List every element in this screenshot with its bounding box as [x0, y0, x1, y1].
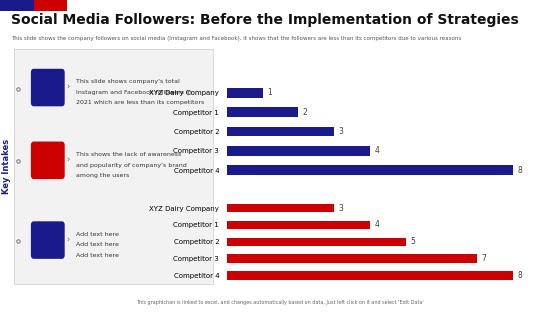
Text: and popularity of company's brand: and popularity of company's brand — [76, 163, 186, 168]
Text: Instagram Followers (In Millions): Instagram Followers (In Millions) — [304, 70, 472, 79]
FancyBboxPatch shape — [31, 69, 65, 106]
Text: 3: 3 — [338, 127, 343, 136]
Text: 2021 which are less than its competitors: 2021 which are less than its competitors — [76, 100, 204, 106]
Text: 3: 3 — [338, 203, 343, 213]
Bar — [227, 127, 334, 136]
Text: 8: 8 — [517, 271, 522, 280]
Text: This slide shows the company followers on social media (Instagram and Facebook),: This slide shows the company followers o… — [11, 36, 461, 41]
FancyBboxPatch shape — [31, 141, 65, 179]
Text: Instagram and Facebook followers in: Instagram and Facebook followers in — [76, 90, 192, 95]
FancyBboxPatch shape — [31, 221, 65, 259]
Text: among the users: among the users — [76, 173, 129, 178]
Bar — [227, 107, 298, 117]
Text: ›: › — [66, 83, 69, 92]
Bar — [227, 146, 370, 156]
Bar — [227, 165, 513, 175]
Text: Key Intakes: Key Intakes — [2, 139, 12, 194]
Text: Add text here: Add text here — [76, 232, 119, 237]
Text: Social Media Followers: Before the Implementation of Strategies: Social Media Followers: Before the Imple… — [11, 13, 519, 26]
Text: 7: 7 — [482, 254, 487, 263]
Bar — [34, 0, 67, 11]
Text: This shows the lack of awareness: This shows the lack of awareness — [76, 152, 181, 157]
Text: Facebook Followers (In Millions): Facebook Followers (In Millions) — [306, 187, 469, 196]
Bar — [0, 0, 34, 11]
Bar — [227, 255, 477, 263]
Text: Add text here: Add text here — [76, 253, 119, 258]
Text: 1: 1 — [267, 88, 272, 97]
Text: ›: › — [66, 236, 69, 244]
Bar — [227, 88, 263, 98]
Text: 5: 5 — [410, 237, 415, 246]
Bar — [227, 238, 405, 246]
Bar — [227, 204, 334, 212]
Text: 2: 2 — [302, 108, 307, 117]
Text: This slide shows company's total: This slide shows company's total — [76, 79, 179, 84]
Text: This graphichan is linked to excel, and changes automatically based on data. Jus: This graphichan is linked to excel, and … — [136, 300, 424, 305]
Text: 4: 4 — [374, 146, 379, 155]
Bar — [227, 271, 513, 280]
Bar — [227, 221, 370, 229]
Text: Add text here: Add text here — [76, 243, 119, 247]
Text: 8: 8 — [517, 166, 522, 175]
Text: ›: › — [66, 156, 69, 165]
Text: 4: 4 — [374, 220, 379, 229]
